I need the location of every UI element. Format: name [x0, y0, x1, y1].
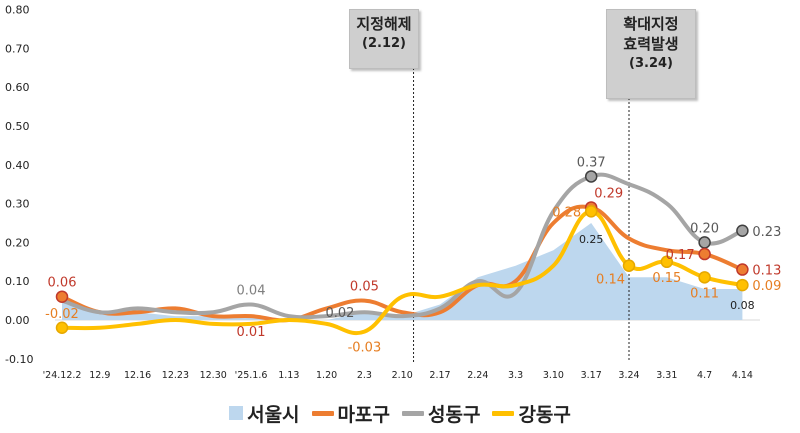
annotation-expansion: 확대지정 효력발생 (3.24) [606, 9, 696, 99]
data-label: 0.01 [237, 325, 266, 340]
x-tick-label: 2.24 [467, 370, 488, 381]
legend-swatch-gangdong [492, 410, 515, 416]
data-label: 0.13 [752, 264, 781, 279]
data-label: 0.08 [730, 299, 755, 312]
x-tick-label: 3.31 [656, 370, 677, 381]
chart-legend: 서울시 마포구 성동구 강동구 [0, 398, 800, 428]
data-label: 0.05 [350, 280, 379, 295]
legend-swatch-mapo [311, 410, 334, 416]
data-label: 0.06 [48, 276, 77, 291]
legend-label-seongdong: 성동구 [428, 403, 481, 426]
data-label: 0.23 [752, 225, 781, 240]
data-label: 0.17 [666, 248, 695, 263]
data-label: 0.02 [325, 306, 354, 321]
data-marker-gangdong [660, 255, 674, 269]
legend-item-gangdong: 강동구 [492, 400, 571, 427]
data-marker-gangdong [622, 259, 636, 272]
x-tick-label: 3.10 [543, 370, 564, 381]
x-tick-label: 12.30 [200, 370, 227, 381]
data-marker-mapo [736, 263, 749, 276]
data-label: 0.15 [652, 271, 681, 286]
data-marker-gangdong [698, 271, 711, 284]
x-tick-label: 12.9 [89, 370, 110, 381]
series-line-seongdong [60, 172, 745, 320]
y-tick-label: 0.00 [5, 314, 30, 327]
legend-item-mapo: 마포구 [311, 400, 390, 427]
y-tick-label: 0.20 [5, 236, 30, 249]
series-area-seoul [62, 223, 743, 320]
data-label: 0.29 [594, 186, 623, 201]
data-label: -0.02 [45, 307, 79, 322]
data-label: 0.09 [752, 279, 781, 294]
y-tick-label: -0.10 [5, 353, 33, 366]
x-tick-label: 1.13 [278, 370, 299, 381]
data-marker-seongdong [584, 170, 598, 183]
x-tick-label: 3.3 [508, 370, 523, 381]
annotation-deregulation-title: 지정해제 [356, 15, 412, 33]
data-label: -0.03 [348, 341, 382, 356]
data-label: 0.20 [690, 221, 719, 236]
legend-label-mapo: 마포구 [337, 403, 390, 426]
data-marker-gangdong [584, 205, 598, 218]
legend-swatch-seongdong [402, 410, 424, 416]
data-label: 0.37 [577, 155, 606, 170]
data-marker-gangdong [736, 278, 749, 292]
data-marker-gangdong [55, 321, 69, 335]
x-tick-label: 3.17 [581, 370, 602, 381]
x-tick-label: '24.12.2 [43, 370, 82, 381]
series-line-mapo [60, 204, 745, 323]
y-tick-label: 0.40 [5, 159, 30, 172]
data-label: 0.04 [237, 283, 266, 298]
data-marker-seongdong [736, 224, 749, 238]
data-label: 0.28 [552, 205, 581, 220]
legend-swatch-seoul [229, 406, 244, 420]
y-tick-label: 0.70 [5, 42, 30, 55]
annotation-expansion-title: 확대지정 [623, 15, 679, 33]
legend-label-gangdong: 강동구 [518, 403, 571, 426]
y-tick-label: 0.80 [5, 4, 30, 17]
data-label: 0.14 [596, 273, 625, 288]
x-tick-label: 12.23 [162, 370, 189, 381]
data-marker-mapo [55, 290, 69, 303]
x-tick-label: 2.3 [357, 370, 372, 381]
data-label: 0.11 [690, 286, 719, 301]
x-tick-label: 4.7 [697, 370, 712, 381]
legend-item-seongdong: 성동구 [402, 400, 480, 427]
y-tick-label: 0.50 [5, 120, 30, 133]
x-tick-label: 12.16 [124, 370, 151, 381]
y-tick-label: 0.10 [5, 275, 30, 288]
x-tick-label: 3.24 [618, 370, 639, 381]
x-tick-label: 4.14 [732, 370, 753, 381]
y-tick-label: 0.30 [5, 198, 30, 211]
data-label: 0.25 [579, 233, 604, 246]
data-marker-seongdong [698, 236, 711, 249]
x-tick-label: 2.10 [392, 370, 413, 381]
annotation-expansion-title-2: 효력발생 [623, 35, 679, 53]
annotation-expansion-date: (3.24) [629, 56, 673, 71]
x-tick-label: '25.1.6 [235, 370, 268, 381]
legend-label-seoul: 서울시 [247, 403, 300, 426]
annotation-deregulation: 지정해제 (2.12) [349, 9, 419, 69]
line-chart: -0.10 0.00 0.10 0.20 0.30 0.40 0.50 0.60 0.70 0.8… [5, 4, 781, 381]
annotation-deregulation-date: (2.12) [362, 36, 406, 51]
x-tick-label: 1.20 [316, 370, 337, 381]
y-tick-label: 0.60 [5, 81, 30, 94]
x-tick-label: 2.17 [429, 370, 450, 381]
data-marker-mapo [698, 247, 711, 261]
legend-item-seoul: 서울시 [229, 400, 300, 427]
